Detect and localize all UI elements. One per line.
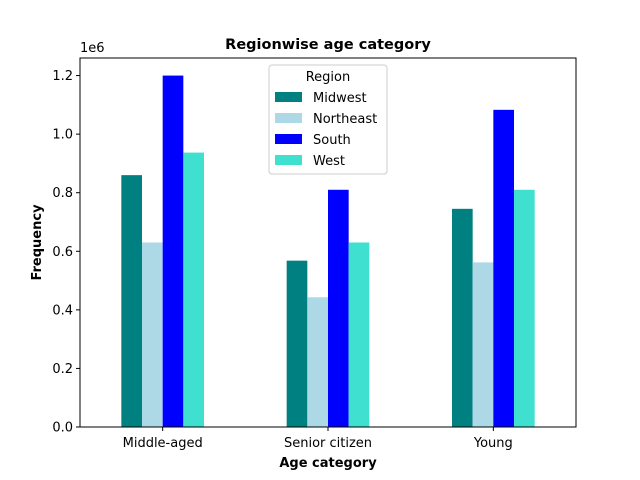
bars-group — [121, 75, 535, 428]
x-axis-title: Age category — [279, 456, 377, 471]
x-tick-label: Young — [473, 436, 513, 451]
x-tick-label: Middle-aged — [123, 436, 203, 451]
y-tick-label: 0.0 — [52, 421, 73, 436]
bar-south-middle-aged — [162, 75, 184, 428]
plot-frame — [79, 57, 577, 428]
legend-label-midwest: Midwest — [313, 91, 367, 106]
legend-swatch-northeast — [275, 113, 302, 123]
legend-swatch-west — [275, 155, 302, 165]
y-tick-label: 1.2 — [52, 69, 73, 84]
bar-northeast-middle-aged — [142, 242, 163, 427]
y-tick-label: 0.4 — [52, 303, 73, 318]
legend-title: Region — [306, 70, 351, 85]
bar-midwest-senior-citizen — [286, 260, 308, 427]
chart-title: Regionwise age category — [225, 37, 431, 53]
legend-swatch-south — [275, 134, 302, 144]
bar-northeast-senior-citizen — [307, 297, 328, 427]
legend-label-south: South — [313, 133, 351, 148]
legend-swatch-midwest — [275, 92, 302, 102]
x-axis: Middle-aged Senior citizen Young — [123, 427, 513, 451]
y-tick-label: 0.6 — [52, 245, 73, 260]
bar-midwest-middle-aged — [121, 175, 142, 427]
y-tick-label: 0.2 — [52, 362, 73, 377]
bar-midwest-young — [452, 208, 473, 427]
y-axis: 0.0 0.2 0.4 0.6 0.8 1.0 1.2 — [52, 69, 80, 436]
y-axis-title: Frequency — [30, 204, 45, 281]
y-tick-label: 1.0 — [52, 128, 73, 143]
legend-label-west: West — [313, 154, 345, 169]
bar-west-senior-citizen — [348, 242, 370, 427]
bar-northeast-young — [472, 262, 494, 427]
y-scale-label: 1e6 — [80, 41, 105, 56]
bar-west-middle-aged — [183, 152, 204, 428]
legend: Region Midwest Northeast South West — [268, 64, 388, 175]
y-tick-label: 0.8 — [52, 186, 73, 201]
bar-south-senior-citizen — [328, 189, 349, 427]
bar-south-young — [493, 109, 514, 427]
bar-west-young — [514, 189, 535, 427]
x-tick-label: Senior citizen — [284, 436, 372, 451]
legend-label-northeast: Northeast — [313, 112, 377, 127]
